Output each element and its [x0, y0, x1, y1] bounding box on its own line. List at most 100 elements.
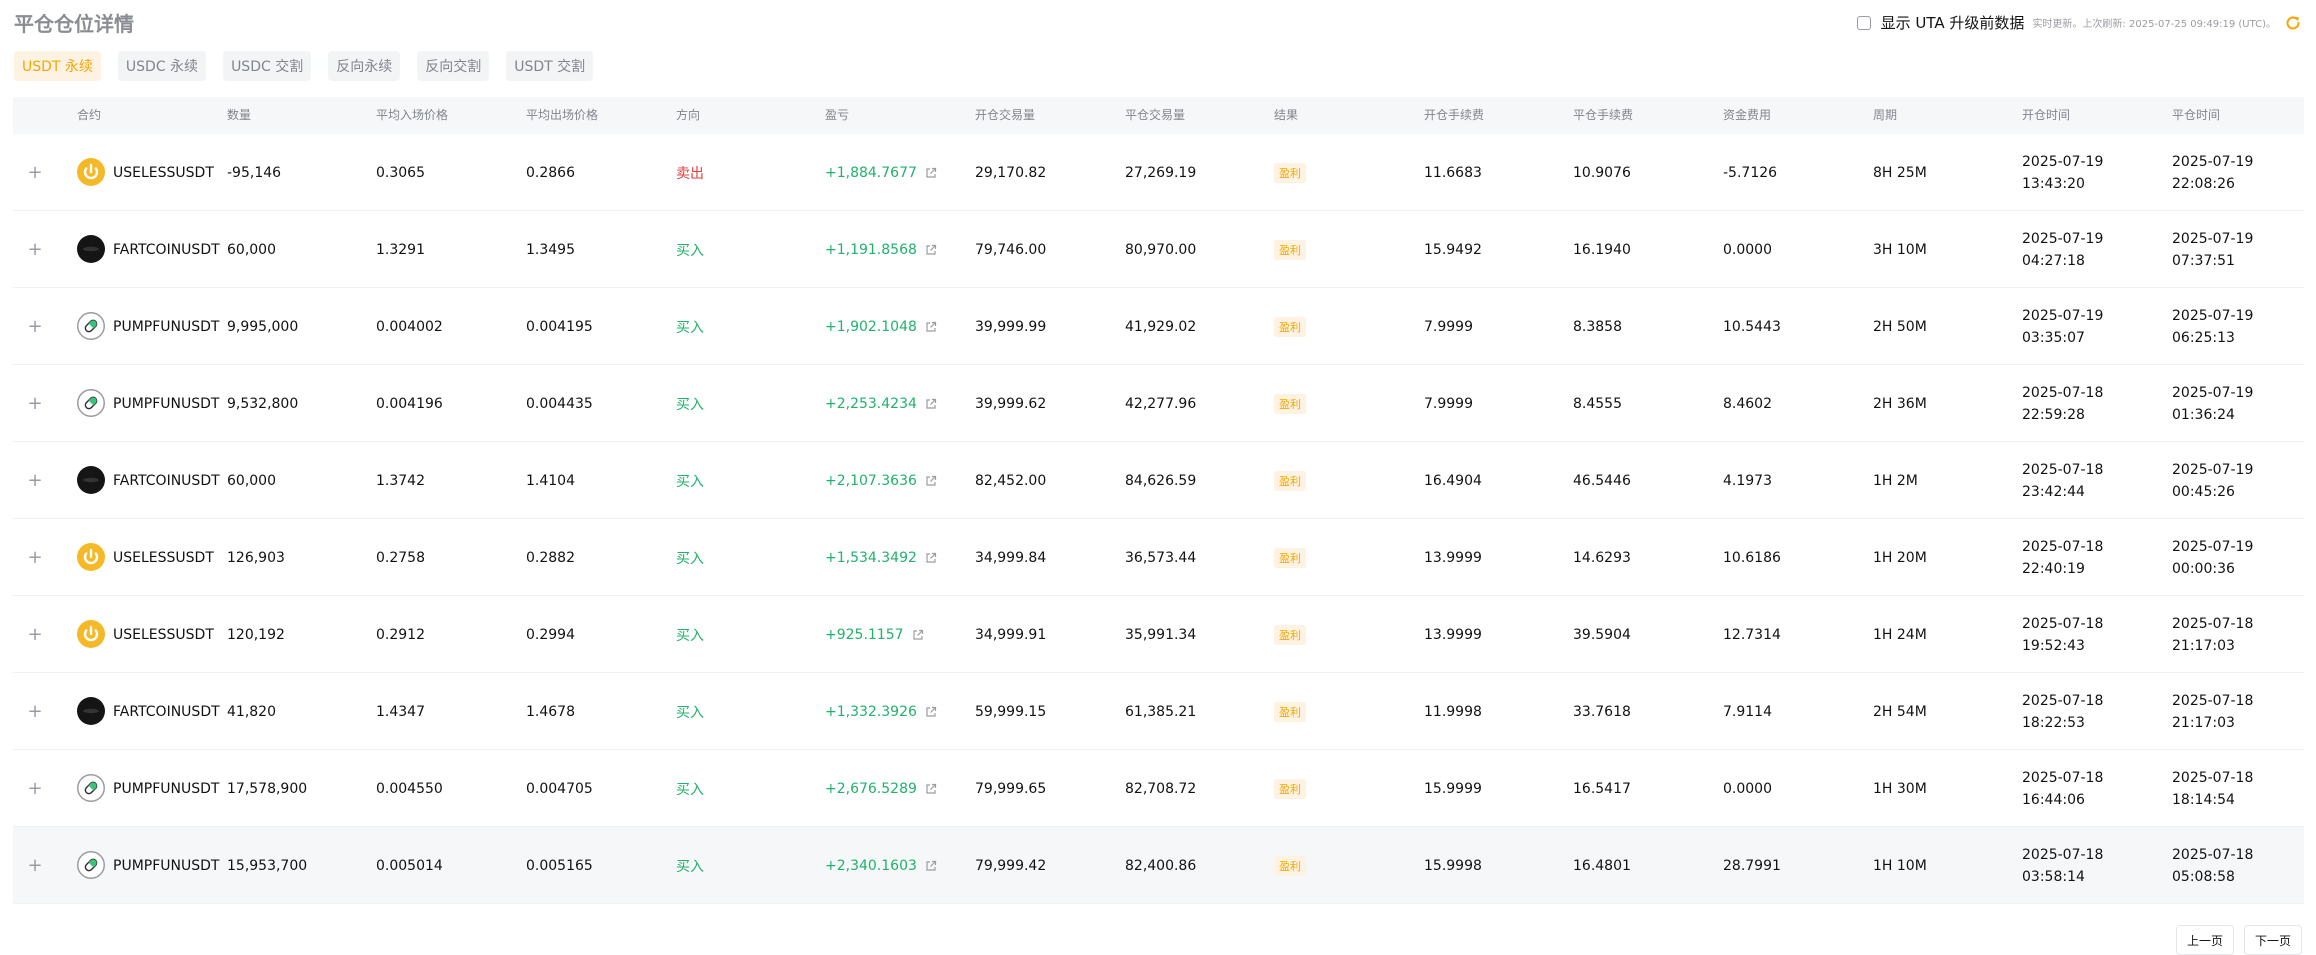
open-volume: 79,999.65: [975, 780, 1047, 797]
tab-inverse-perpetual[interactable]: 反向永续: [328, 51, 401, 81]
next-page-button[interactable]: 下一页: [2243, 925, 2302, 955]
contract-symbol: USELESSUSDT: [113, 549, 214, 566]
contract-symbol: PUMPFUNUSDT: [113, 395, 220, 412]
tab-usdc-futures[interactable]: USDC 交割: [223, 51, 312, 81]
pnl-value: +2,340.1603: [825, 857, 917, 874]
expand-row-icon[interactable]: +: [27, 393, 43, 414]
external-link-icon[interactable]: [925, 244, 937, 256]
open-time: 2025-07-18 19:52:43: [2022, 596, 2103, 673]
funding-fee: 0.0000: [1723, 780, 1772, 797]
table-row[interactable]: + PUMPFUNUSDT 17,578,900 0.004550 0.0047…: [13, 750, 2304, 827]
open-fee: 16.4904: [1424, 472, 1482, 489]
col-contract: 合约: [77, 108, 102, 122]
page-title: 平仓仓位详情: [14, 12, 134, 36]
expand-row-icon[interactable]: +: [27, 316, 43, 337]
funding-fee: 12.7314: [1723, 626, 1781, 643]
tab-inverse-futures[interactable]: 反向交割: [417, 51, 490, 81]
expand-row-icon[interactable]: +: [27, 239, 43, 260]
result-cell: 盈利: [1274, 134, 1306, 211]
external-link-icon[interactable]: [925, 783, 937, 795]
contract-symbol: USELESSUSDT: [113, 164, 214, 181]
expand-row-icon[interactable]: +: [27, 855, 43, 876]
holding-period: 2H 36M: [1873, 395, 1927, 412]
side: 买入: [676, 550, 704, 567]
pnl-value: +1,534.3492: [825, 549, 917, 566]
quantity: 41,820: [227, 703, 276, 720]
close-time: 2025-07-19 00:45:26: [2172, 442, 2253, 519]
open-fee: 13.9999: [1424, 549, 1482, 566]
col-period: 周期: [1873, 108, 1898, 122]
pumpfun-coin-icon: [77, 851, 105, 879]
funding-fee: 4.1973: [1723, 472, 1772, 489]
table-row[interactable]: + USELESSUSDT 120,192 0.2912 0.2994 买入 +…: [13, 596, 2304, 673]
external-link-icon[interactable]: [925, 398, 937, 410]
table-body: + USELESSUSDT -95,146 0.3065 0.2866 卖出 +…: [13, 134, 2304, 904]
quantity: 60,000: [227, 241, 276, 258]
external-link-icon[interactable]: [925, 860, 937, 872]
external-link-icon[interactable]: [925, 167, 937, 179]
table-row[interactable]: + PUMPFUNUSDT 15,953,700 0.005014 0.0051…: [13, 827, 2304, 904]
external-link-icon[interactable]: [912, 629, 924, 641]
external-link-icon[interactable]: [925, 552, 937, 564]
quantity: 9,532,800: [227, 395, 299, 412]
funding-fee: 0.0000: [1723, 241, 1772, 258]
quantity: -95,146: [227, 164, 282, 181]
result-badge: 盈利: [1274, 393, 1306, 414]
expand-row-icon[interactable]: +: [27, 624, 43, 645]
side: 买入: [676, 473, 704, 490]
table-row[interactable]: + FARTCOINUSDT 60,000 1.3291 1.3495 买入 +…: [13, 211, 2304, 288]
close-date: 2025-07-19: [2172, 461, 2254, 478]
uta-label[interactable]: 显示 UTA 升级前数据: [1880, 14, 2025, 32]
pnl-value: +1,902.1048: [825, 318, 917, 335]
fartcoin-coin-icon: [77, 235, 105, 263]
result-badge: 盈利: [1274, 778, 1306, 799]
tab-usdc-perpetual[interactable]: USDC 永续: [117, 51, 207, 81]
positions-table: 合约 数量 平均入场价格 平均出场价格 方向 盈亏 开仓交易量 平仓交易量 结果…: [13, 97, 2304, 904]
table-row[interactable]: + USELESSUSDT -95,146 0.3065 0.2866 卖出 +…: [13, 134, 2304, 211]
table-row[interactable]: + USELESSUSDT 126,903 0.2758 0.2882 买入 +…: [13, 519, 2304, 596]
open-volume: 34,999.84: [975, 549, 1047, 566]
table-row[interactable]: + PUMPFUNUSDT 9,532,800 0.004196 0.00443…: [13, 365, 2304, 442]
col-close-time: 平仓时间: [2172, 108, 2221, 122]
expand-row-icon[interactable]: +: [27, 701, 43, 722]
expand-row-icon[interactable]: +: [27, 547, 43, 568]
external-link-icon[interactable]: [925, 321, 937, 333]
pnl-cell: +1,902.1048: [825, 288, 937, 365]
expand-row-icon[interactable]: +: [27, 470, 43, 491]
holding-period: 1H 10M: [1873, 857, 1927, 874]
prev-page-button[interactable]: 上一页: [2175, 925, 2234, 955]
pnl-cell: +2,253.4234: [825, 365, 937, 442]
holding-period: 2H 54M: [1873, 703, 1927, 720]
result-cell: 盈利: [1274, 519, 1306, 596]
col-result: 结果: [1274, 108, 1299, 122]
refresh-icon[interactable]: [2284, 14, 2302, 32]
holding-period: 1H 24M: [1873, 626, 1927, 643]
table-row[interactable]: + FARTCOINUSDT 60,000 1.3742 1.4104 买入 +…: [13, 442, 2304, 519]
open-fee: 11.6683: [1424, 164, 1482, 181]
side: 买入: [676, 319, 704, 336]
table-row[interactable]: + PUMPFUNUSDT 9,995,000 0.004002 0.00419…: [13, 288, 2304, 365]
result-cell: 盈利: [1274, 211, 1306, 288]
close-volume: 80,970.00: [1125, 241, 1197, 258]
close-fee: 46.5446: [1573, 472, 1631, 489]
tab-usdt-futures[interactable]: USDT 交割: [506, 51, 594, 81]
avg-entry-price: 0.004550: [376, 780, 443, 797]
table-row[interactable]: + FARTCOINUSDT 41,820 1.4347 1.4678 买入 +…: [13, 673, 2304, 750]
col-side: 方向: [676, 108, 701, 122]
external-link-icon[interactable]: [925, 706, 937, 718]
avg-exit-price: 0.2866: [526, 164, 575, 181]
expand-row-icon[interactable]: +: [27, 162, 43, 183]
external-link-icon[interactable]: [925, 475, 937, 487]
open-fee: 7.9999: [1424, 395, 1473, 412]
open-time: 2025-07-18 16:44:06: [2022, 750, 2103, 827]
close-clock: 05:08:58: [2172, 868, 2235, 885]
tab-usdt-perpetual[interactable]: USDT 永续: [14, 51, 101, 81]
quantity: 17,578,900: [227, 780, 308, 797]
open-date: 2025-07-18: [2022, 769, 2104, 786]
contract-symbol: PUMPFUNUSDT: [113, 318, 220, 335]
result-cell: 盈利: [1274, 596, 1306, 673]
uta-checkbox[interactable]: [1856, 15, 1871, 30]
expand-row-icon[interactable]: +: [27, 778, 43, 799]
open-volume: 34,999.91: [975, 626, 1047, 643]
pnl-cell: +1,332.3926: [825, 673, 937, 750]
